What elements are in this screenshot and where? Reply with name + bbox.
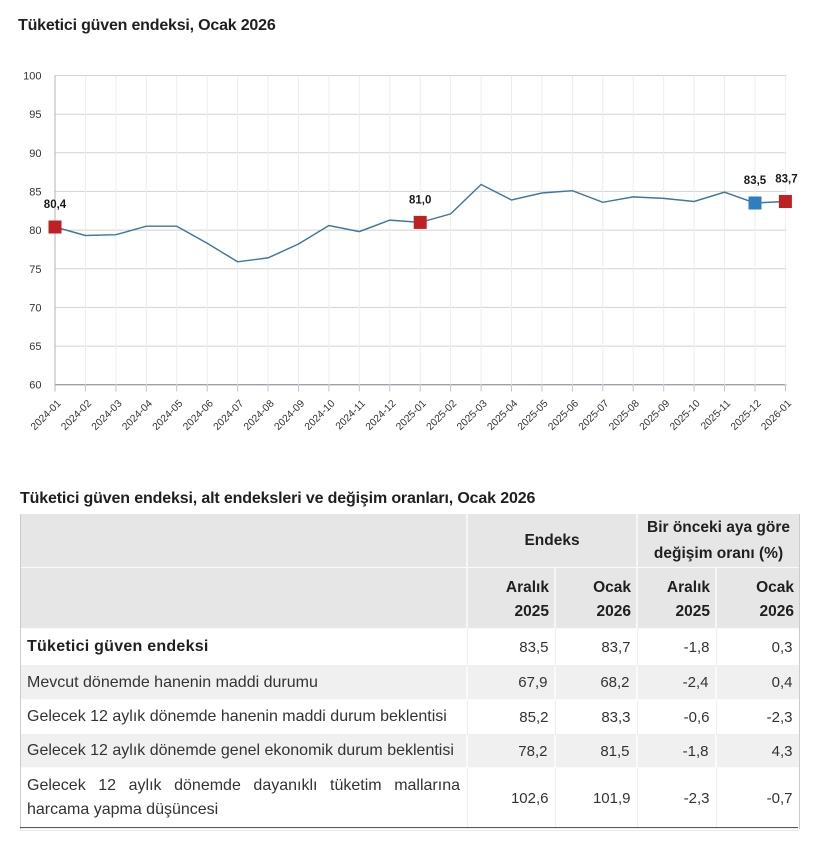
svg-text:81,0: 81,0: [409, 194, 431, 206]
svg-text:2024-03: 2024-03: [90, 398, 125, 433]
svg-text:2025-10: 2025-10: [668, 398, 703, 433]
svg-text:85: 85: [29, 186, 41, 198]
svg-text:2025-09: 2025-09: [638, 398, 673, 433]
svg-text:2024-06: 2024-06: [181, 398, 216, 433]
svg-text:2025-08: 2025-08: [607, 398, 642, 433]
svg-text:2024-11: 2024-11: [334, 398, 368, 432]
svg-text:83,5: 83,5: [744, 175, 767, 187]
svg-text:95: 95: [29, 109, 41, 121]
svg-text:2024-02: 2024-02: [60, 398, 95, 433]
svg-text:2025-01: 2025-01: [394, 398, 429, 433]
svg-text:2026-01: 2026-01: [760, 398, 795, 433]
svg-text:2025-11: 2025-11: [699, 398, 733, 432]
svg-text:90: 90: [29, 148, 41, 160]
svg-text:2025-07: 2025-07: [577, 398, 612, 433]
svg-text:2025-05: 2025-05: [516, 398, 551, 433]
svg-text:100: 100: [23, 71, 41, 83]
svg-text:83,7: 83,7: [775, 174, 797, 186]
svg-text:2025-04: 2025-04: [486, 398, 521, 433]
svg-text:65: 65: [29, 341, 41, 353]
svg-text:2025-06: 2025-06: [547, 398, 582, 433]
svg-text:75: 75: [29, 264, 41, 276]
svg-text:2024-01: 2024-01: [29, 398, 64, 433]
svg-text:80: 80: [29, 225, 41, 237]
svg-text:2024-05: 2024-05: [151, 398, 186, 433]
svg-text:2025-12: 2025-12: [729, 398, 764, 433]
svg-text:2024-04: 2024-04: [120, 398, 155, 433]
svg-text:2024-12: 2024-12: [364, 398, 399, 433]
svg-text:2024-10: 2024-10: [303, 398, 338, 433]
svg-text:2024-08: 2024-08: [242, 398, 277, 433]
svg-text:80,4: 80,4: [44, 199, 67, 211]
svg-text:2024-07: 2024-07: [212, 398, 247, 433]
svg-text:70: 70: [29, 302, 41, 314]
svg-text:2025-03: 2025-03: [455, 398, 490, 433]
svg-text:60: 60: [29, 380, 41, 392]
svg-text:2024-09: 2024-09: [273, 398, 308, 433]
svg-text:2025-02: 2025-02: [425, 398, 460, 433]
